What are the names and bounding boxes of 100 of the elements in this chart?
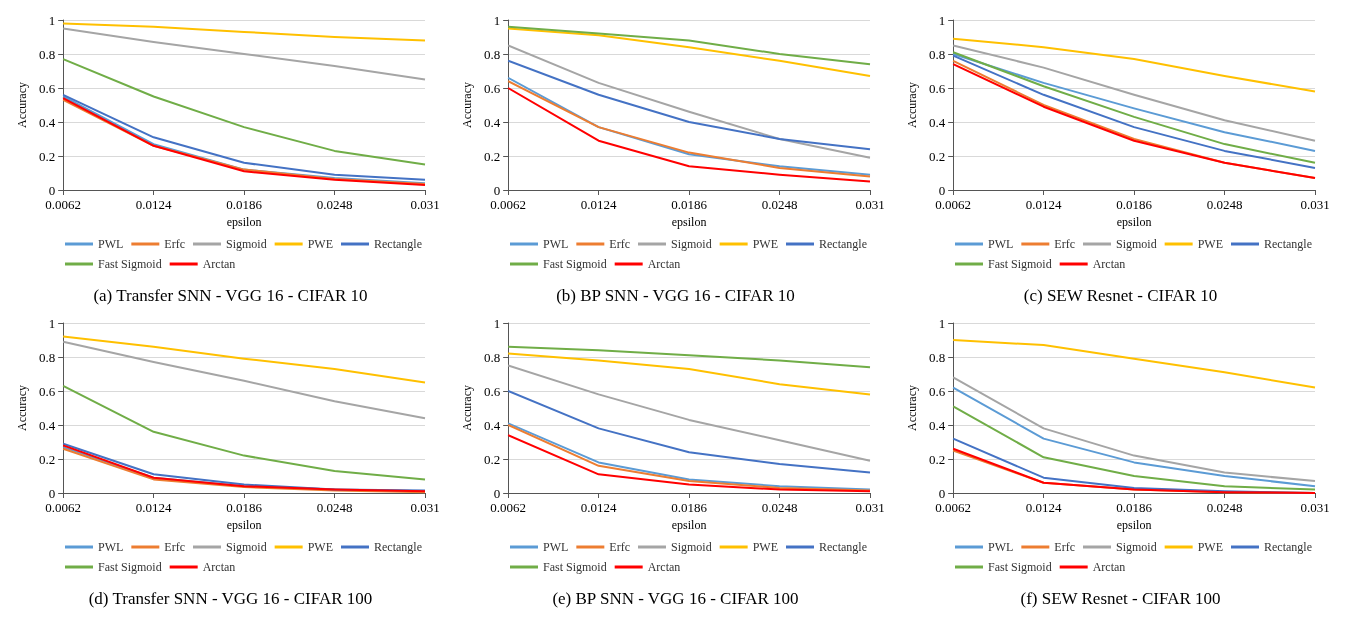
text: (f) SEW Resnet - CIFAR 100 <box>1020 589 1221 608</box>
line-series <box>952 339 1316 389</box>
legend-label: Arctan <box>647 560 681 574</box>
line-series <box>62 27 426 81</box>
x-tick-label: 0.0186 <box>1116 197 1153 212</box>
y-tick-label: 0.8 <box>928 46 946 62</box>
legend-label: PWL <box>988 540 1014 554</box>
x-tick-label: 0.031 <box>855 197 885 212</box>
x-tick-label: 0.0248 <box>1206 500 1243 515</box>
legend-label: Fast Sigmoid <box>543 257 607 271</box>
y-axis-title: Accuracy <box>905 385 919 431</box>
x-tick-label: 0.031 <box>1300 500 1330 515</box>
line-series <box>507 364 871 462</box>
text: (c) SEW Resnet - CIFAR 10 <box>1023 286 1218 305</box>
x-tick-label: 0.0186 <box>1116 500 1153 515</box>
y-tick-label: 0 <box>938 485 946 501</box>
line-series <box>62 58 426 166</box>
y-tick-label: 0.4 <box>38 114 56 130</box>
y-tick-label: 0 <box>48 485 56 501</box>
x-tick-label: 0.0062 <box>935 500 972 515</box>
y-tick-label: 0.4 <box>928 417 946 433</box>
x-tick-label: 0.0124 <box>1025 197 1062 212</box>
line-series <box>952 44 1316 142</box>
y-tick-label: 0.4 <box>483 417 501 433</box>
y-tick-label: 0.8 <box>38 46 56 62</box>
legend-label: PWL <box>543 540 569 554</box>
y-tick-label: 0.6 <box>928 383 946 399</box>
legend-label: PWL <box>988 237 1014 251</box>
legend-label: Arctan <box>202 560 236 574</box>
y-tick-label: 0.4 <box>38 417 56 433</box>
legend-label: Fast Sigmoid <box>988 560 1052 574</box>
legend-label: Sigmoid <box>1115 237 1157 251</box>
x-tick-label: 0.031 <box>855 500 885 515</box>
legend-label: PWL <box>543 237 569 251</box>
line-series <box>62 340 426 420</box>
y-tick-label: 0.6 <box>38 80 56 96</box>
legend-label: Arctan <box>647 257 681 271</box>
y-tick-label: 1 <box>48 12 56 28</box>
line-series <box>507 25 871 66</box>
y-tick-label: 1 <box>938 315 946 331</box>
y-tick-label: 0.2 <box>928 148 946 164</box>
x-tick-label: 0.0248 <box>316 500 353 515</box>
legend-label: Erfc <box>164 540 185 554</box>
legend-label: Arctan <box>202 257 236 271</box>
text: (d) Transfer SNN - VGG 16 - CIFAR 100 <box>88 589 373 608</box>
legend-label: Sigmoid <box>670 237 712 251</box>
x-tick-label: 0.0062 <box>45 197 82 212</box>
x-tick-label: 0.0186 <box>226 197 263 212</box>
x-tick-label: 0.0248 <box>316 197 353 212</box>
y-tick-label: 0 <box>938 182 946 198</box>
legend-label: Sigmoid <box>225 237 267 251</box>
legend-label: PWE <box>307 540 333 554</box>
x-tick-label: 0.031 <box>410 500 440 515</box>
x-tick-label: 0.0124 <box>580 197 617 212</box>
legend-label: PWE <box>1197 237 1223 251</box>
line-series <box>62 22 426 42</box>
x-tick-label: 0.0186 <box>671 197 708 212</box>
x-tick-label: 0.031 <box>1300 197 1330 212</box>
x-tick-label: 0.0062 <box>45 500 82 515</box>
legend-label: Erfc <box>1054 237 1075 251</box>
x-tick-label: 0.0062 <box>935 197 972 212</box>
legend-label: Fast Sigmoid <box>98 257 162 271</box>
y-tick-label: 0.6 <box>483 80 501 96</box>
line-series <box>507 345 871 369</box>
x-tick-label: 0.0062 <box>490 500 527 515</box>
x-tick-label: 0.0124 <box>1025 500 1062 515</box>
x-tick-label: 0.0124 <box>135 197 172 212</box>
legend-label: PWL <box>98 237 124 251</box>
x-tick-label: 0.0248 <box>1206 197 1243 212</box>
y-tick-label: 0.8 <box>483 349 501 365</box>
legend-label: PWE <box>752 237 778 251</box>
y-tick-label: 0.2 <box>483 148 501 164</box>
y-axis-title: Accuracy <box>460 385 474 431</box>
x-tick-label: 0.0248 <box>761 197 798 212</box>
x-tick-label: 0.0062 <box>490 197 527 212</box>
legend-label: Fast Sigmoid <box>543 560 607 574</box>
text: (b) BP SNN - VGG 16 - CIFAR 10 <box>556 286 795 305</box>
y-tick-label: 0.2 <box>483 451 501 467</box>
x-tick-label: 0.0248 <box>761 500 798 515</box>
line-series <box>952 37 1316 93</box>
x-tick-label: 0.031 <box>410 197 440 212</box>
line-series <box>507 390 871 474</box>
legend-label: PWE <box>307 237 333 251</box>
legend-label: Rectangle <box>818 540 867 554</box>
legend-label: PWL <box>98 540 124 554</box>
x-axis-title: epsilon <box>671 517 707 532</box>
y-axis-title: Accuracy <box>905 82 919 128</box>
x-axis-title: epsilon <box>1116 517 1152 532</box>
legend-label: Rectangle <box>373 237 422 251</box>
legend-label: Rectangle <box>1263 237 1312 251</box>
legend-label: Erfc <box>1054 540 1075 554</box>
legend-label: Sigmoid <box>670 540 712 554</box>
y-tick-label: 0.6 <box>38 383 56 399</box>
y-tick-label: 0 <box>493 485 501 501</box>
line-series <box>507 27 871 78</box>
y-axis-title: Accuracy <box>15 385 29 431</box>
text: (a) Transfer SNN - VGG 16 - CIFAR 10 <box>93 286 368 305</box>
x-tick-label: 0.0186 <box>226 500 263 515</box>
y-tick-label: 1 <box>938 12 946 28</box>
y-tick-label: 0.2 <box>38 148 56 164</box>
